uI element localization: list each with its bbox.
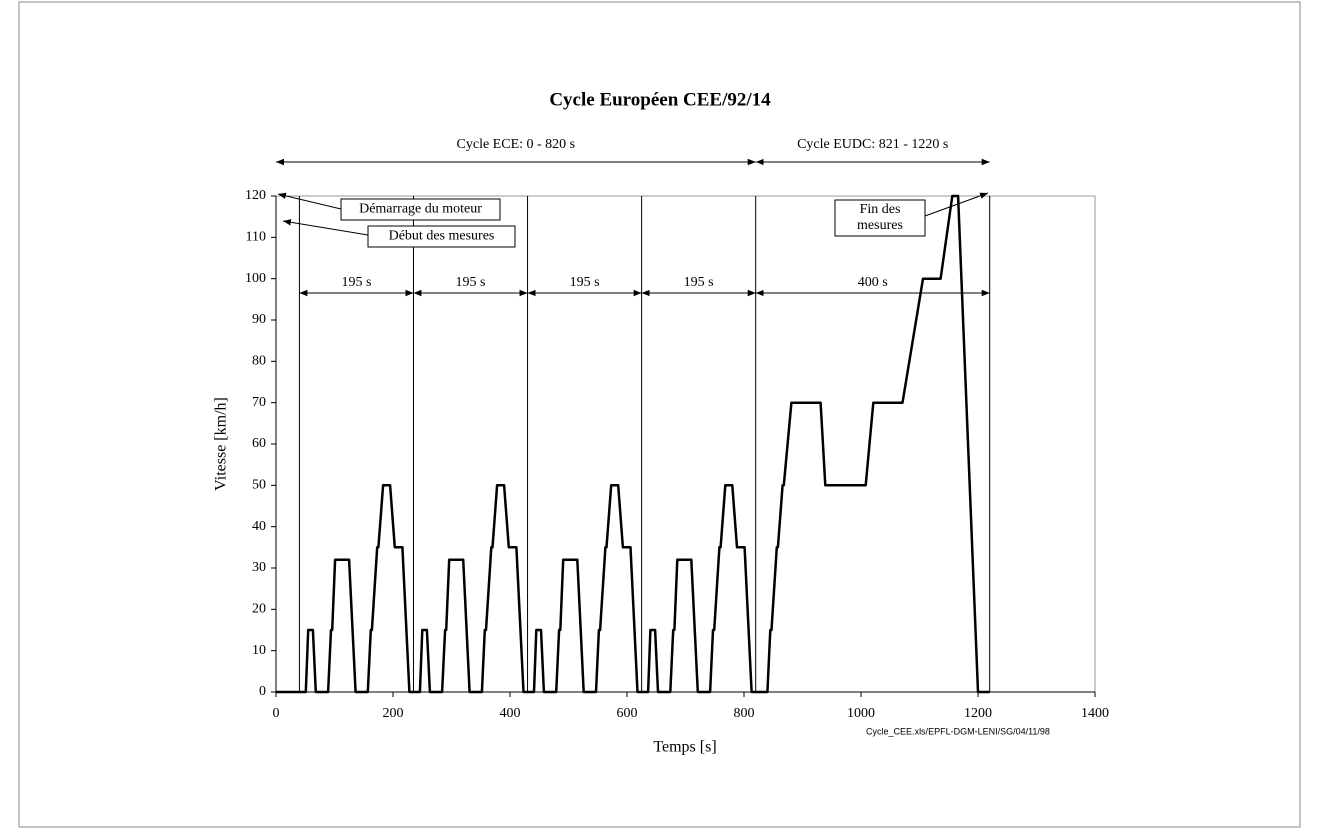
chart-title: Cycle Européen CEE/92/14 (549, 89, 771, 110)
x-tick-label: 0 (273, 706, 280, 721)
annotation-arrow (277, 192, 342, 210)
y-tick-label: 120 (245, 188, 266, 203)
x-tick-label: 800 (734, 706, 755, 721)
plot-area (275, 195, 1096, 693)
annotation-text: Fin des (860, 202, 901, 217)
annotation-arrow (924, 192, 989, 217)
y-tick-label: 30 (252, 560, 266, 575)
span-label: 195 s (684, 275, 714, 290)
x-axis-label: Temps [s] (653, 739, 716, 756)
x-tick-label: 1200 (964, 706, 992, 721)
annotation-box (367, 225, 516, 248)
y-tick-label: 40 (252, 519, 266, 534)
span-label: 195 s (341, 275, 371, 290)
y-axis-label: Vitesse [km/h] (213, 397, 230, 491)
y-tick-label: 60 (252, 436, 266, 451)
y-tick-label: 50 (252, 478, 266, 493)
y-tick-label: 80 (252, 354, 266, 369)
y-tick-label: 100 (245, 271, 266, 286)
y-tick-label: 0 (259, 684, 266, 699)
x-tick-label: 600 (617, 706, 638, 721)
x-tick-label: 400 (500, 706, 521, 721)
span-label: 400 s (858, 275, 888, 290)
annotation-box (834, 199, 926, 237)
span-label: 195 s (570, 275, 600, 290)
annotation-text: mesures (857, 218, 903, 233)
span-label: 195 s (456, 275, 486, 290)
annotation-arrow (282, 219, 369, 236)
footer: Cycle_CEE.xls/EPFL-DGM-LENI/SG/04/11/98 (866, 726, 1050, 736)
y-tick-label: 10 (252, 643, 266, 658)
annotation-text: Début des mesures (389, 229, 495, 244)
y-tick-label: 70 (252, 395, 266, 410)
span-label: Cycle ECE: 0 - 820 s (457, 137, 576, 152)
x-tick-label: 1400 (1081, 706, 1109, 721)
y-tick-label: 110 (246, 230, 266, 245)
annotation-text: Démarrage du moteur (359, 202, 482, 217)
y-tick-label: 90 (252, 312, 266, 327)
span-label: Cycle EUDC: 821 - 1220 s (797, 137, 948, 152)
frame (18, 1, 1301, 828)
annotation-box (340, 198, 501, 221)
x-tick-label: 200 (383, 706, 404, 721)
x-tick-label: 1000 (847, 706, 875, 721)
y-tick-label: 20 (252, 602, 266, 617)
speed-line (276, 194, 990, 694)
